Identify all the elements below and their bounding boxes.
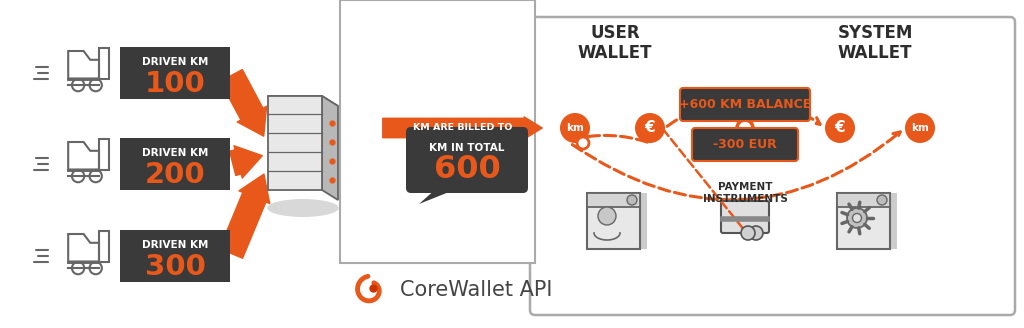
FancyArrowPatch shape: [383, 117, 543, 139]
Text: 200: 200: [144, 161, 206, 189]
Text: 300: 300: [144, 253, 206, 281]
Circle shape: [825, 113, 855, 143]
Circle shape: [749, 226, 763, 240]
Text: CoreWallet API: CoreWallet API: [400, 280, 552, 300]
Text: DRIVEN KM: DRIVEN KM: [141, 148, 208, 158]
FancyBboxPatch shape: [120, 47, 230, 99]
Circle shape: [627, 195, 637, 205]
Circle shape: [635, 113, 665, 143]
Ellipse shape: [267, 199, 339, 217]
Circle shape: [905, 113, 935, 143]
Text: €: €: [645, 120, 655, 135]
Circle shape: [853, 214, 861, 222]
Text: SYSTEM
WALLET: SYSTEM WALLET: [838, 24, 912, 62]
Text: KM ARE BILLED TO: KM ARE BILLED TO: [413, 122, 512, 132]
Text: DRIVEN KM: DRIVEN KM: [141, 57, 208, 67]
FancyBboxPatch shape: [680, 88, 810, 121]
Circle shape: [847, 208, 867, 228]
Polygon shape: [587, 193, 640, 207]
FancyBboxPatch shape: [120, 138, 230, 190]
FancyArrowPatch shape: [219, 174, 269, 258]
FancyArrowPatch shape: [229, 146, 262, 178]
Polygon shape: [847, 193, 897, 249]
FancyBboxPatch shape: [530, 17, 1015, 315]
Circle shape: [577, 137, 589, 149]
Text: €: €: [835, 120, 846, 135]
Text: -300 EUR: -300 EUR: [713, 138, 777, 151]
Polygon shape: [268, 96, 338, 106]
Polygon shape: [837, 193, 890, 207]
Text: KM IN TOTAL: KM IN TOTAL: [429, 143, 505, 153]
Text: USER
WALLET: USER WALLET: [578, 24, 652, 62]
Polygon shape: [587, 193, 640, 249]
Text: 600: 600: [433, 154, 501, 186]
FancyBboxPatch shape: [721, 201, 769, 233]
FancyBboxPatch shape: [120, 230, 230, 282]
Text: km: km: [566, 123, 584, 133]
Polygon shape: [837, 193, 890, 249]
Text: +600 KM BALANCE: +600 KM BALANCE: [679, 98, 811, 111]
Circle shape: [598, 207, 616, 225]
Text: DRIVEN KM: DRIVEN KM: [141, 240, 208, 250]
Circle shape: [877, 195, 887, 205]
Polygon shape: [419, 188, 459, 204]
Circle shape: [741, 226, 755, 240]
FancyBboxPatch shape: [692, 128, 798, 161]
Text: PAYMENT
INSTRUMENTS: PAYMENT INSTRUMENTS: [702, 182, 787, 204]
Circle shape: [560, 113, 590, 143]
Polygon shape: [268, 96, 322, 190]
Polygon shape: [322, 96, 338, 200]
FancyBboxPatch shape: [340, 0, 535, 263]
Polygon shape: [597, 193, 647, 249]
FancyBboxPatch shape: [406, 127, 528, 193]
Text: 100: 100: [144, 70, 206, 98]
FancyArrowPatch shape: [220, 70, 266, 136]
Circle shape: [737, 120, 753, 136]
Text: km: km: [911, 123, 929, 133]
